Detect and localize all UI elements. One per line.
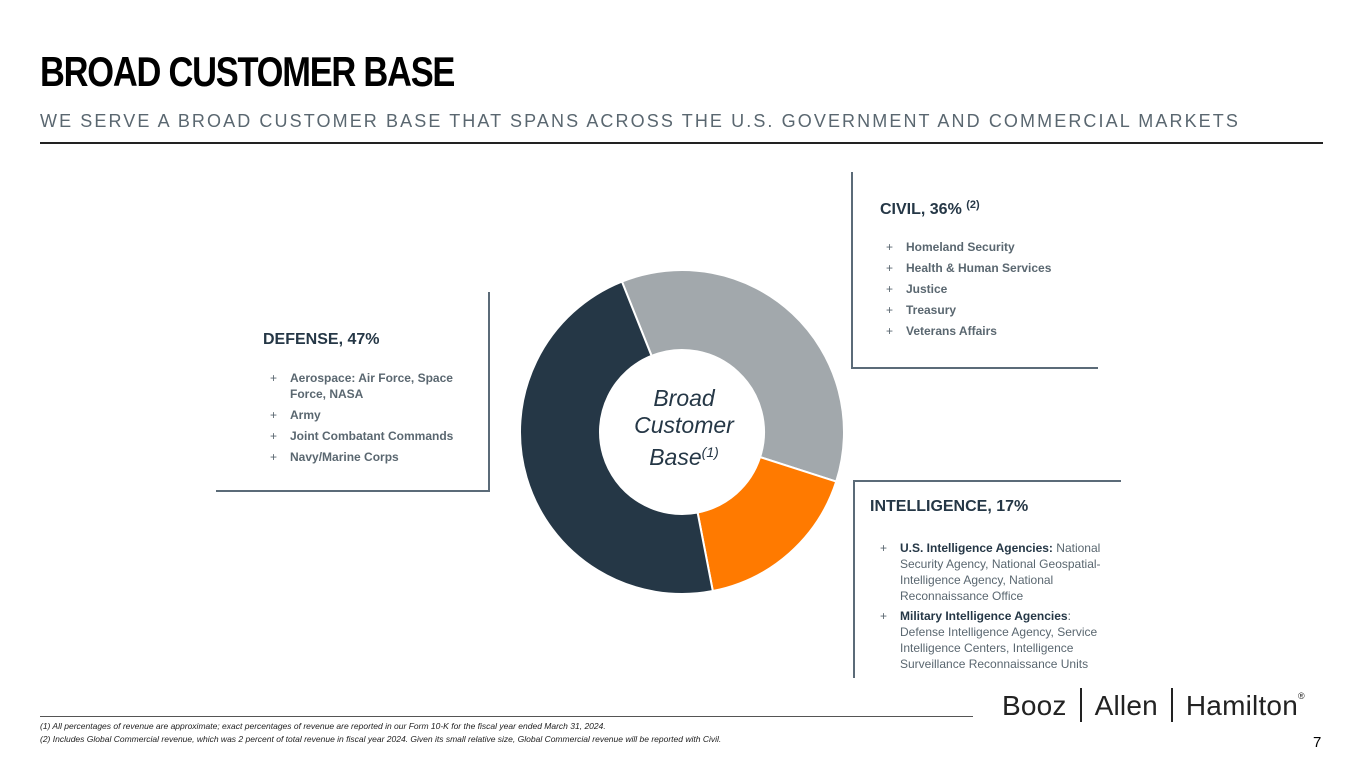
list-item: + Homeland Security <box>886 240 1015 254</box>
defense-list: + Aerospace: Air Force, Space Force, NASA… <box>270 370 470 470</box>
list-item: + Joint Combatant Commands <box>270 429 454 443</box>
list-item: + Justice <box>886 282 948 296</box>
civil-footnote-ref: (2) <box>966 199 980 211</box>
donut-center-label: Broad Customer Base(1) <box>634 385 734 470</box>
title-divider <box>40 142 1323 144</box>
intelligence-list: + U.S. Intelligence Agencies: National Se… <box>880 540 1116 676</box>
list-item: + Veterans Affairs <box>886 324 997 338</box>
donut-slice-civil <box>620 269 845 483</box>
page-number: 7 <box>1313 734 1322 751</box>
donut-slice-defense <box>519 280 715 595</box>
footnote-2: (2) Includes Global Commercial revenue, … <box>40 734 722 744</box>
logo-word-allen: Allen <box>1094 690 1158 721</box>
logo-word-hamilton: Hamilton <box>1185 690 1298 721</box>
list-item: + Treasury <box>886 303 957 317</box>
intelligence-title: INTELLIGENCE, 17% <box>870 498 1029 515</box>
footnote-1: (1) All percentages of revenue are appro… <box>40 721 606 731</box>
intel-panel-border-top <box>853 480 1121 482</box>
list-item: + Navy/Marine Corps <box>270 450 399 464</box>
logo-separator <box>1170 688 1173 722</box>
page-title: BROAD CUSTOMER BASE <box>40 48 455 95</box>
logo-word-booz: Booz <box>1002 690 1067 721</box>
defense-panel-border-right <box>488 292 490 492</box>
intel-panel-border-left <box>853 480 855 678</box>
page-subtitle: WE SERVE A BROAD CUSTOMER BASE THAT SPAN… <box>40 111 1240 131</box>
footnote-divider <box>40 716 973 717</box>
list-item: + Army <box>270 408 321 422</box>
center-label-footnote-ref: (1) <box>701 444 719 460</box>
list-item: + Military Intelligence Agencies: Defense… <box>880 609 1098 671</box>
company-logo: Booz Allen Hamilton® <box>1002 688 1305 722</box>
list-item: + Aerospace: Air Force, Space Force, NASA <box>270 371 453 401</box>
defense-panel-border-bottom <box>216 490 490 492</box>
civil-title: CIVIL, 36% (2) <box>880 199 980 218</box>
logo-separator <box>1079 688 1082 722</box>
civil-list: + Homeland Security + Health & Human Servi… <box>886 239 1096 344</box>
customer-base-donut-chart <box>519 269 845 595</box>
donut-slice-intelligence <box>696 455 838 593</box>
registered-mark: ® <box>1297 691 1305 701</box>
list-item: + Health & Human Services <box>886 261 1052 275</box>
list-item: + U.S. Intelligence Agencies: National Se… <box>880 541 1101 603</box>
civil-panel-border-bottom <box>851 367 1098 369</box>
civil-panel-border-left <box>851 172 853 369</box>
defense-title: DEFENSE, 47% <box>263 331 380 348</box>
